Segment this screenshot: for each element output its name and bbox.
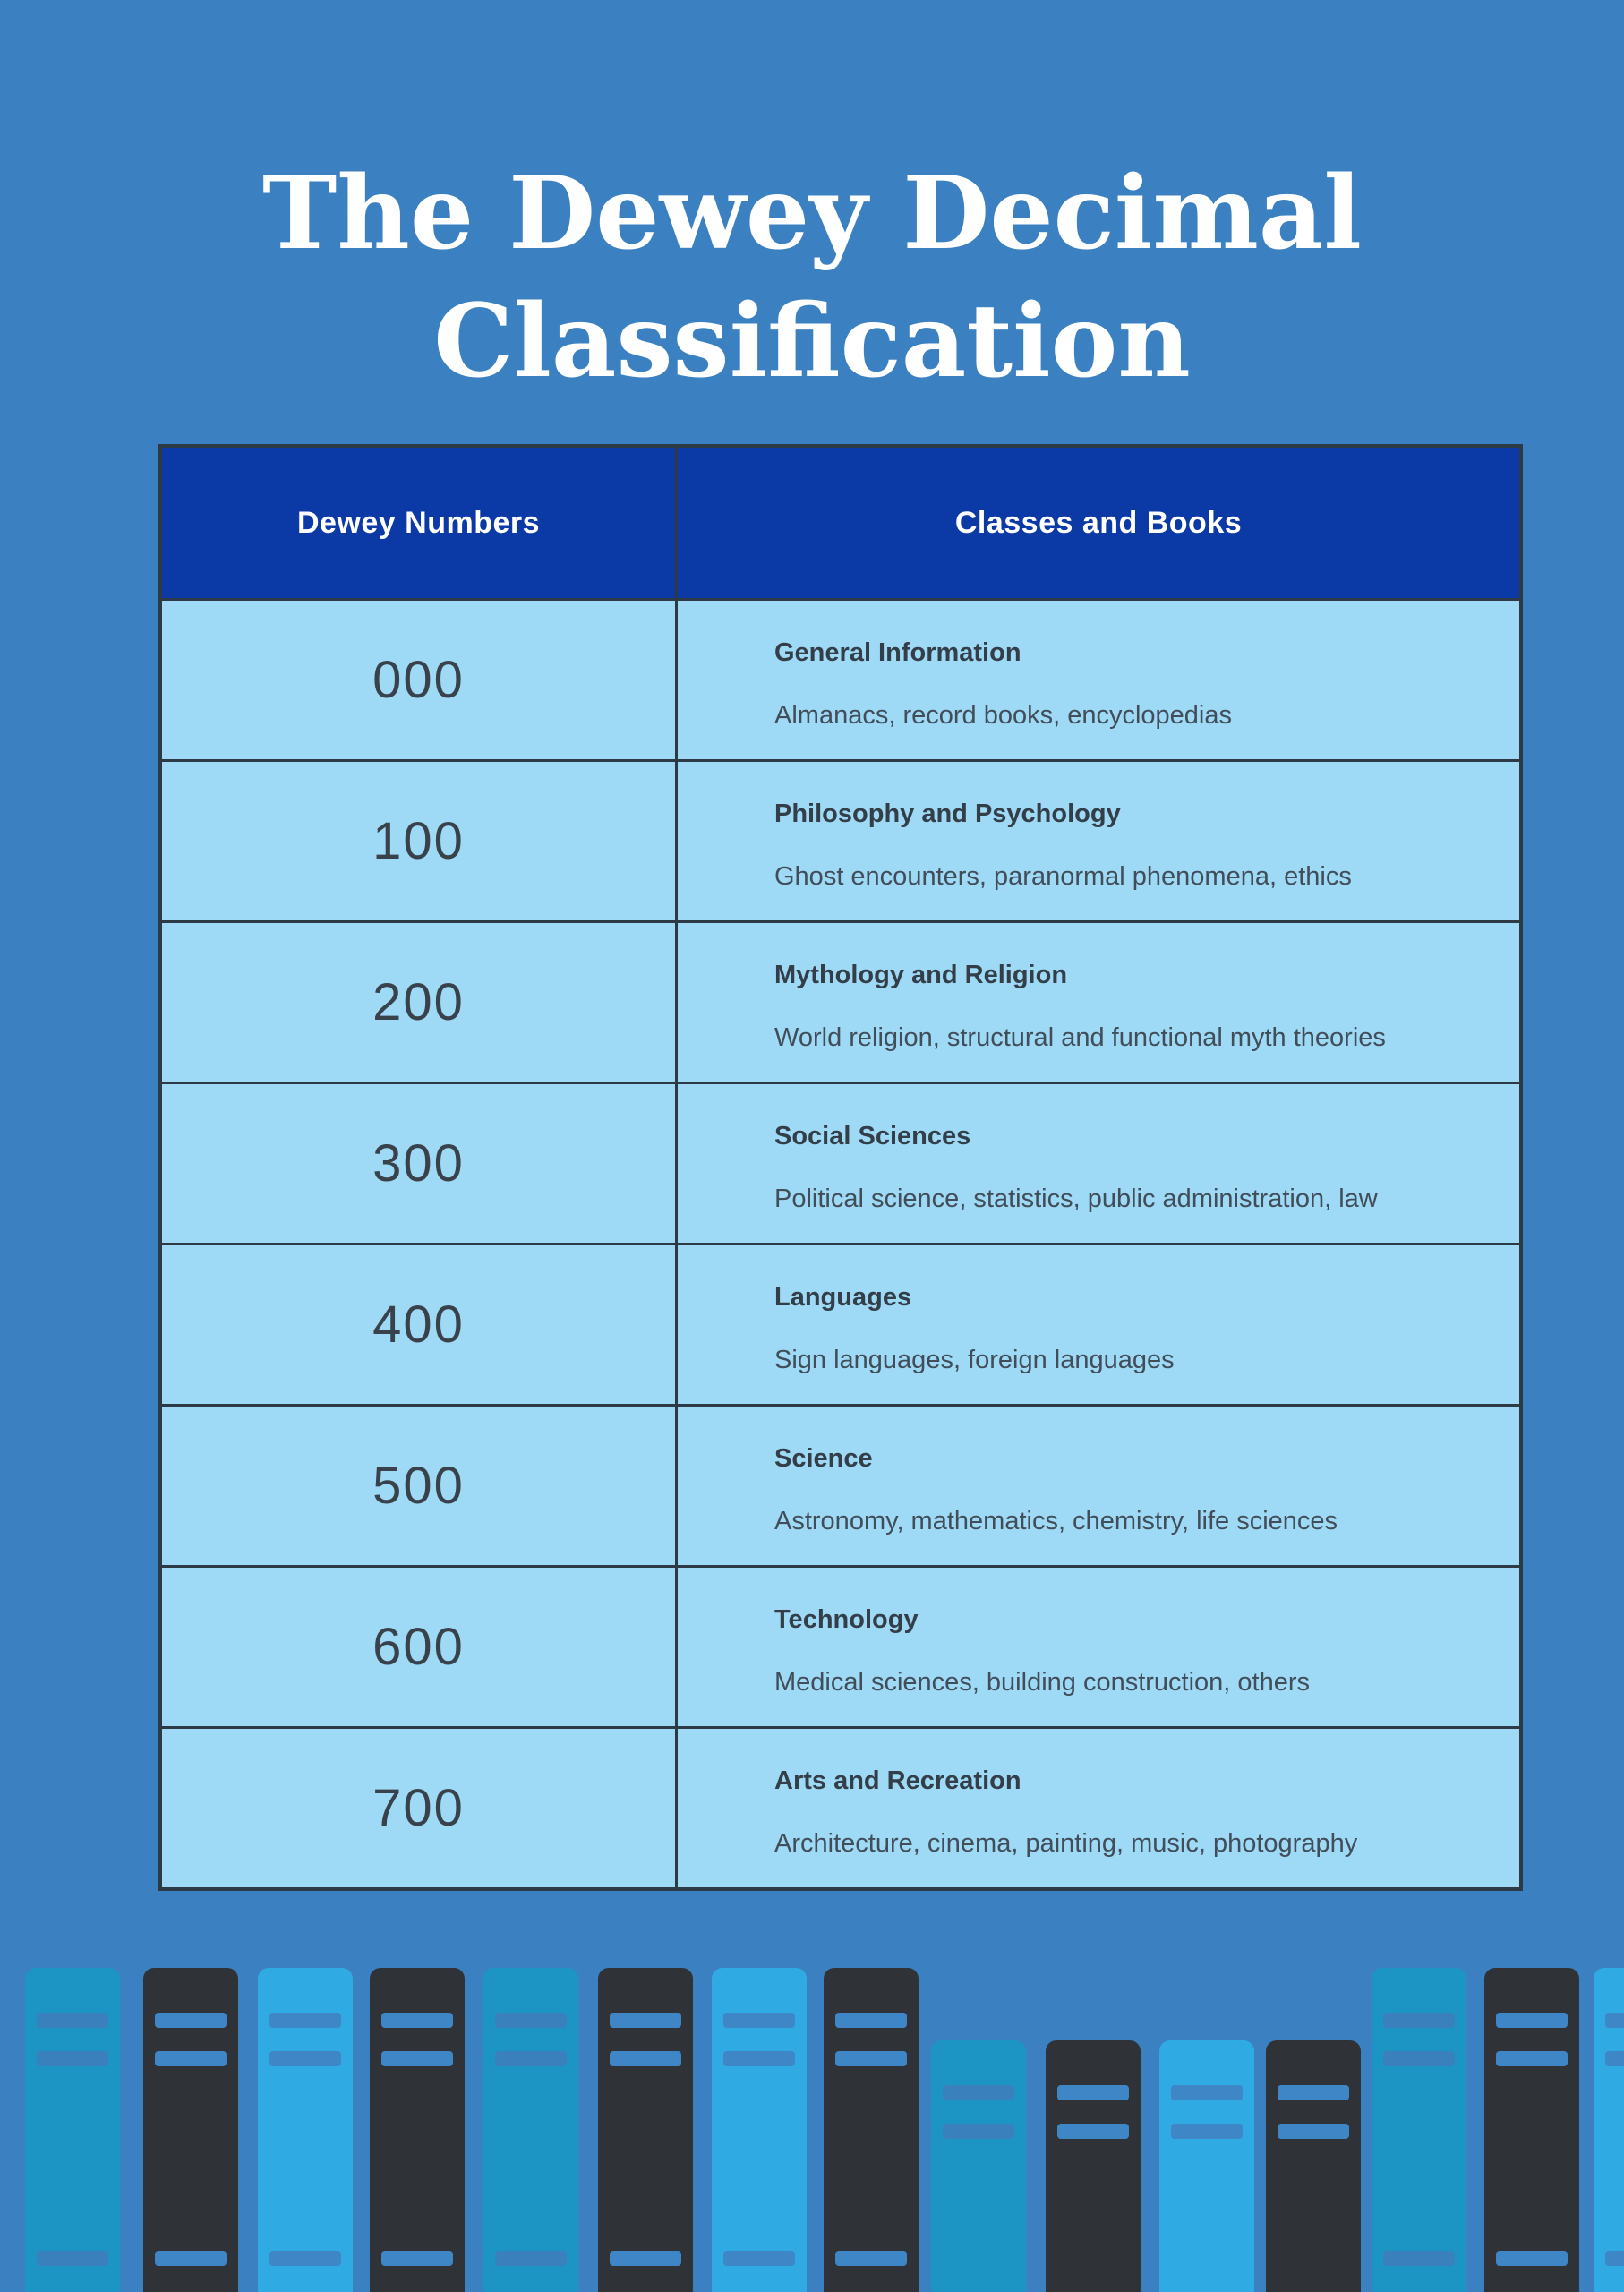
class-title: Technology	[774, 1605, 919, 1634]
book-spine	[370, 1968, 465, 2292]
class-title: Languages	[774, 1283, 912, 1312]
classification-table: Dewey Numbers Classes and Books 000 Gene…	[158, 444, 1523, 1891]
dewey-number: 300	[372, 1134, 465, 1193]
book-spine	[143, 1968, 238, 2292]
class-cell: Arts and Recreation Architecture, cinema…	[678, 1729, 1519, 1887]
class-title: Social Sciences	[774, 1122, 971, 1150]
class-title: Arts and Recreation	[774, 1766, 1021, 1795]
class-examples: Architecture, cinema, painting, music, p…	[774, 1829, 1358, 1858]
dewey-number: 100	[372, 812, 465, 870]
book-spine	[25, 1968, 120, 2292]
dewey-number-cell: 500	[162, 1407, 675, 1565]
dewey-number-cell: 100	[162, 762, 675, 920]
book-spine	[1159, 2040, 1254, 2292]
book-spine	[258, 1968, 353, 2292]
class-title: Philosophy and Psychology	[774, 800, 1121, 828]
class-cell: Languages Sign languages, foreign langua…	[678, 1245, 1519, 1404]
dewey-number-cell: 200	[162, 923, 675, 1082]
class-examples: Sign languages, foreign languages	[774, 1346, 1175, 1374]
class-examples: Astronomy, mathematics, chemistry, life …	[774, 1507, 1338, 1535]
class-cell: Mythology and Religion World religion, s…	[678, 923, 1519, 1082]
class-examples: Political science, statistics, public ad…	[774, 1184, 1378, 1213]
book-spine	[931, 2040, 1026, 2292]
class-examples: Ghost encounters, paranormal phenomena, …	[774, 862, 1352, 891]
book-spine	[824, 1968, 919, 2292]
book-spine	[1484, 1968, 1579, 2292]
page-title: The Dewey Decimal Classification	[262, 155, 1362, 401]
book-spine	[712, 1968, 807, 2292]
book-spine	[1594, 1968, 1624, 2292]
class-title: General Information	[774, 638, 1021, 667]
dewey-number-cell: 700	[162, 1729, 675, 1887]
dewey-number-cell: 000	[162, 601, 675, 759]
dewey-number: 700	[372, 1779, 465, 1837]
class-examples: Medical sciences, building construction,…	[774, 1668, 1311, 1697]
book-spine	[483, 1968, 578, 2292]
column-header-classes-books: Classes and Books	[678, 448, 1519, 598]
book-spine	[1372, 1968, 1466, 2292]
class-examples: World religion, structural and functiona…	[774, 1023, 1386, 1052]
class-title: Mythology and Religion	[774, 961, 1068, 989]
class-title: Science	[774, 1444, 873, 1473]
class-cell: Social Sciences Political science, stati…	[678, 1084, 1519, 1243]
dewey-number: 500	[372, 1457, 465, 1515]
bookshelf	[0, 1968, 1624, 2292]
class-cell: General Information Almanacs, record boo…	[678, 601, 1519, 759]
dewey-number: 000	[372, 651, 465, 709]
book-spine	[1266, 2040, 1361, 2292]
dewey-number: 600	[372, 1618, 465, 1676]
class-cell: Technology Medical sciences, building co…	[678, 1568, 1519, 1726]
book-spine	[598, 1968, 693, 2292]
dewey-number: 400	[372, 1296, 465, 1354]
class-cell: Science Astronomy, mathematics, chemistr…	[678, 1407, 1519, 1565]
dewey-number-cell: 600	[162, 1568, 675, 1726]
dewey-number: 200	[372, 973, 465, 1031]
dewey-number-cell: 300	[162, 1084, 675, 1243]
book-spine	[1046, 2040, 1141, 2292]
class-examples: Almanacs, record books, encyclopedias	[774, 701, 1232, 730]
column-header-dewey-numbers: Dewey Numbers	[162, 448, 675, 598]
dewey-number-cell: 400	[162, 1245, 675, 1404]
class-cell: Philosophy and Psychology Ghost encounte…	[678, 762, 1519, 920]
